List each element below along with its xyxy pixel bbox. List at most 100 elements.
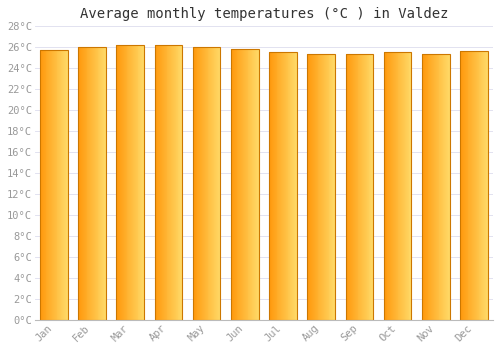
Bar: [160, 45, 161, 320]
Bar: [422, 54, 423, 320]
Bar: [46, 50, 48, 320]
Bar: [171, 45, 172, 320]
Bar: [445, 54, 446, 320]
Bar: [276, 52, 278, 320]
Bar: [216, 47, 218, 320]
Bar: [173, 45, 174, 320]
Bar: [460, 51, 487, 320]
Bar: [244, 49, 245, 320]
Bar: [478, 51, 480, 320]
Bar: [408, 52, 410, 320]
Bar: [393, 52, 394, 320]
Bar: [346, 54, 373, 320]
Bar: [49, 50, 50, 320]
Bar: [231, 49, 232, 320]
Bar: [174, 45, 175, 320]
Bar: [284, 52, 285, 320]
Bar: [60, 50, 61, 320]
Bar: [62, 50, 63, 320]
Bar: [395, 52, 396, 320]
Bar: [460, 51, 461, 320]
Bar: [256, 49, 258, 320]
Bar: [128, 45, 130, 320]
Bar: [285, 52, 286, 320]
Bar: [241, 49, 242, 320]
Bar: [96, 47, 98, 320]
Bar: [487, 51, 488, 320]
Bar: [43, 50, 44, 320]
Bar: [346, 54, 348, 320]
Bar: [53, 50, 54, 320]
Bar: [48, 50, 49, 320]
Bar: [200, 47, 201, 320]
Bar: [63, 50, 64, 320]
Bar: [326, 54, 328, 320]
Bar: [136, 45, 138, 320]
Bar: [471, 51, 472, 320]
Bar: [325, 54, 326, 320]
Bar: [311, 54, 312, 320]
Bar: [159, 45, 160, 320]
Bar: [154, 45, 182, 320]
Bar: [52, 50, 53, 320]
Bar: [308, 54, 335, 320]
Bar: [398, 52, 400, 320]
Bar: [391, 52, 392, 320]
Bar: [470, 51, 471, 320]
Bar: [444, 54, 445, 320]
Bar: [122, 45, 123, 320]
Bar: [350, 54, 351, 320]
Bar: [242, 49, 243, 320]
Bar: [161, 45, 162, 320]
Bar: [41, 50, 42, 320]
Bar: [254, 49, 255, 320]
Bar: [206, 47, 208, 320]
Bar: [363, 54, 364, 320]
Bar: [436, 54, 438, 320]
Bar: [448, 54, 450, 320]
Bar: [232, 49, 233, 320]
Bar: [474, 51, 475, 320]
Bar: [472, 51, 473, 320]
Bar: [121, 45, 122, 320]
Bar: [194, 47, 196, 320]
Bar: [482, 51, 483, 320]
Bar: [316, 54, 318, 320]
Bar: [423, 54, 424, 320]
Bar: [323, 54, 324, 320]
Bar: [372, 54, 373, 320]
Bar: [360, 54, 361, 320]
Bar: [166, 45, 168, 320]
Bar: [366, 54, 368, 320]
Bar: [132, 45, 133, 320]
Bar: [280, 52, 281, 320]
Bar: [465, 51, 466, 320]
Bar: [270, 52, 271, 320]
Bar: [231, 49, 258, 320]
Bar: [282, 52, 283, 320]
Bar: [246, 49, 248, 320]
Bar: [90, 47, 91, 320]
Bar: [170, 45, 171, 320]
Bar: [91, 47, 92, 320]
Bar: [321, 54, 322, 320]
Bar: [64, 50, 65, 320]
Bar: [473, 51, 474, 320]
Bar: [84, 47, 86, 320]
Bar: [40, 50, 41, 320]
Bar: [392, 52, 393, 320]
Bar: [368, 54, 370, 320]
Bar: [120, 45, 121, 320]
Bar: [291, 52, 292, 320]
Bar: [484, 51, 485, 320]
Bar: [480, 51, 482, 320]
Bar: [210, 47, 211, 320]
Bar: [203, 47, 204, 320]
Bar: [214, 47, 215, 320]
Bar: [320, 54, 321, 320]
Bar: [271, 52, 272, 320]
Bar: [135, 45, 136, 320]
Bar: [324, 54, 325, 320]
Bar: [66, 50, 68, 320]
Bar: [168, 45, 170, 320]
